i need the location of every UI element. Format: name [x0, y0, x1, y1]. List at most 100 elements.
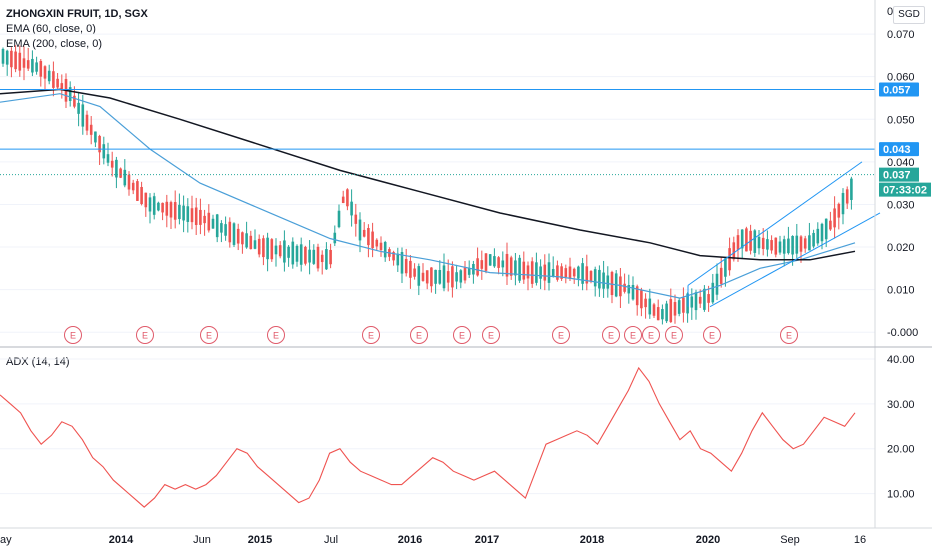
earnings-marker-label: E [630, 331, 636, 341]
candle-body [736, 235, 740, 250]
candle-body [287, 246, 290, 258]
earnings-marker-label: E [558, 331, 564, 341]
candle-body [841, 192, 845, 215]
time-tick-label: 2015 [248, 534, 272, 546]
candle-body [253, 240, 257, 249]
candle-body [178, 204, 181, 220]
candle-body [640, 290, 643, 309]
candle-body [157, 202, 160, 211]
candle-body [60, 83, 64, 91]
candle-body [81, 104, 85, 127]
candle-body [165, 201, 169, 216]
ema-200-legend[interactable]: EMA (200, close, 0) [6, 38, 102, 50]
candle-body [161, 202, 164, 213]
candle-body [631, 284, 635, 300]
last-price-tag-label: 0.037 [883, 170, 911, 182]
currency-button[interactable]: SGD [893, 6, 925, 24]
candle-body [316, 246, 320, 269]
candle-body [522, 261, 526, 280]
earnings-marker [552, 326, 570, 344]
price-tick-label: 0 [887, 6, 893, 18]
candle-body [14, 51, 17, 70]
candle-body [274, 245, 278, 255]
earnings-marker [482, 326, 500, 344]
candle-body [249, 235, 253, 250]
candle-body [404, 258, 408, 274]
candle-body [207, 212, 211, 231]
time-tick-label: ay [0, 534, 12, 546]
candle-body [518, 257, 521, 281]
candle-body [644, 298, 647, 308]
candle-body [417, 266, 421, 286]
candle-body [787, 238, 790, 254]
candle-body [488, 254, 492, 266]
candle-body [52, 71, 55, 88]
candle-body [467, 268, 471, 275]
earnings-marker-label: E [142, 331, 148, 341]
earnings-marker [64, 326, 82, 344]
countdown-tag-label: 07:33:02 [883, 185, 927, 197]
candle-body [89, 124, 93, 135]
candle-body [560, 266, 563, 279]
candle-body [131, 182, 135, 191]
price-tick-label: -0.000 [887, 327, 918, 339]
candle-body [627, 285, 631, 294]
candle-body [745, 228, 748, 252]
candle-body [245, 233, 248, 248]
candle-body [266, 237, 269, 260]
candle-body [808, 235, 811, 251]
candle-body [795, 235, 799, 254]
candle-body [778, 241, 782, 253]
channel-lower-line [709, 212, 881, 308]
candle-body [589, 271, 593, 282]
candle-body [459, 270, 463, 283]
candle-body [732, 242, 736, 260]
candle-body [291, 241, 295, 265]
candle-body [56, 78, 59, 88]
candle-body [182, 205, 185, 221]
candle-body [68, 87, 72, 101]
earnings-marker [665, 326, 683, 344]
candle-body [257, 238, 261, 255]
candle-body [203, 215, 206, 224]
adx-line [0, 366, 856, 508]
candle-body [585, 266, 589, 284]
candle-body [232, 223, 236, 245]
candle-body [18, 52, 22, 71]
candle-body [325, 249, 328, 270]
level-price-tag [879, 142, 919, 157]
candle-body [656, 307, 660, 321]
candle-body [295, 245, 299, 262]
candle-body [341, 196, 345, 204]
channel-upper-line [687, 161, 863, 286]
candle-body [350, 201, 353, 216]
candle-body [102, 144, 106, 159]
candle-body [35, 62, 38, 72]
candle-body [215, 214, 219, 238]
candle-body [98, 135, 101, 153]
price-tick-label: 0.060 [887, 72, 915, 84]
earnings-marker [410, 326, 428, 344]
candle-body [337, 210, 341, 228]
candle-body [186, 206, 190, 222]
adx-tick-label: 40.00 [887, 354, 915, 366]
candle-body [728, 248, 731, 271]
last-price-tag [879, 167, 919, 182]
candle-body [463, 267, 467, 281]
earnings-marker-label: E [709, 331, 715, 341]
earnings-marker [703, 326, 721, 344]
candle-body [383, 241, 387, 258]
earnings-marker [267, 326, 285, 344]
time-tick-label: 16 [854, 534, 866, 546]
candle-body [602, 272, 605, 289]
ema-60-legend[interactable]: EMA (60, close, 0) [6, 23, 96, 35]
candle-body [833, 208, 836, 228]
candle-body [262, 238, 265, 258]
candle-body [598, 269, 601, 289]
candle-body [757, 236, 761, 249]
candle-body [425, 270, 429, 284]
candle-body [333, 232, 337, 244]
candle-body [476, 258, 479, 276]
candle-body [413, 268, 416, 277]
